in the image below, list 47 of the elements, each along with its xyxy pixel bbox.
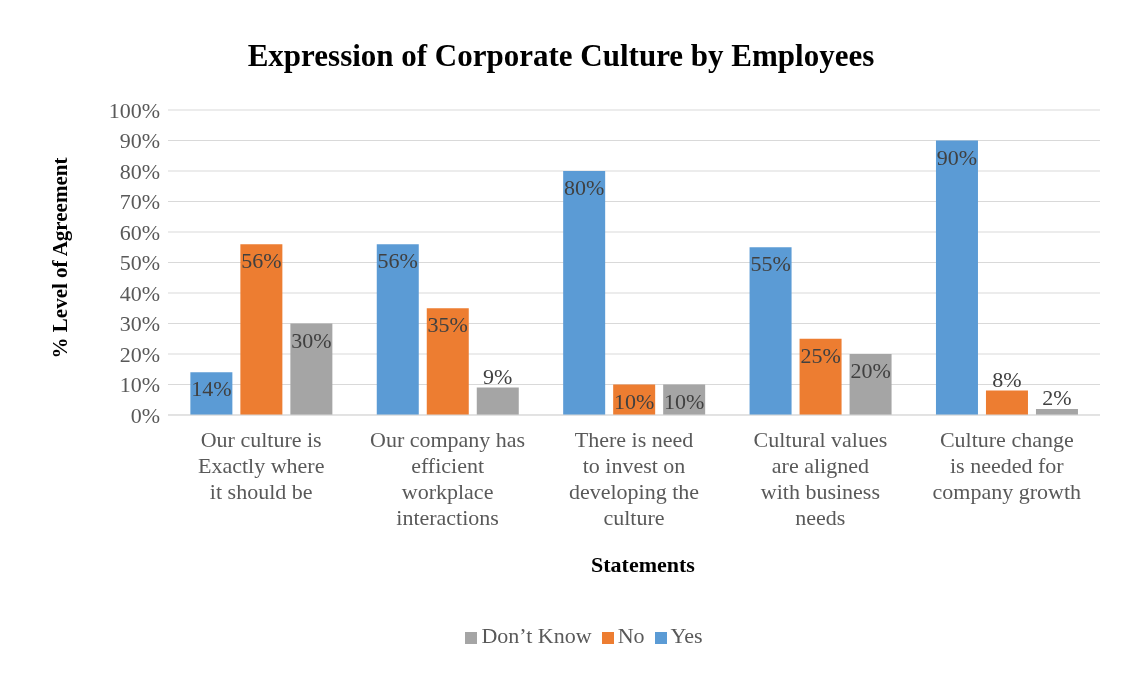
- bar: [476, 387, 519, 415]
- y-tick-label: 30%: [119, 311, 160, 337]
- y-tick-label: 40%: [119, 280, 160, 306]
- text: 20%: [850, 358, 891, 383]
- bar: [290, 323, 333, 415]
- y-tick-label: 100%: [108, 97, 160, 123]
- text: 25%: [800, 342, 841, 368]
- chart-title: Expression of Corporate Culture by Employees: [246, 38, 876, 74]
- bar: [799, 338, 842, 415]
- text: 10%: [614, 388, 655, 414]
- bar: [985, 390, 1028, 415]
- text: 30%: [291, 327, 332, 353]
- y-tick-label: 0%: [130, 402, 160, 428]
- x-tick-label: Our company has efficient workplace interactions: [370, 427, 526, 530]
- bar: [376, 244, 419, 415]
- y-tick-label: 10%: [119, 372, 160, 398]
- x-tick-label: There is need to invest on developing the culture: [568, 427, 700, 530]
- text: 80%: [564, 175, 605, 200]
- text: 14%: [191, 376, 232, 402]
- text: 2%: [1042, 384, 1072, 410]
- text: 56%: [377, 248, 418, 274]
- text: 10%: [664, 388, 705, 414]
- text: 8%: [992, 366, 1022, 392]
- legend-label: Don’t Know: [481, 623, 592, 648]
- x-axis-title: Statements: [590, 552, 696, 578]
- text: 9%: [483, 363, 513, 389]
- bar: [240, 244, 283, 415]
- y-tick-label: 50%: [119, 250, 160, 276]
- y-tick-label: 70%: [119, 189, 160, 215]
- y-axis-title: % Level of Agreement: [47, 157, 73, 359]
- x-tick-label: Culture change is needed for company growth: [932, 427, 1082, 504]
- text: 55%: [750, 251, 791, 277]
- legend-label: Yes: [670, 623, 703, 648]
- text: 56%: [241, 248, 282, 274]
- y-tick-label: 20%: [119, 341, 160, 367]
- bar: [426, 308, 469, 415]
- text: 90%: [936, 144, 978, 170]
- y-tick-label: 80%: [119, 158, 160, 184]
- bar: [749, 247, 792, 415]
- legend-label: No: [617, 623, 645, 648]
- y-tick-label: 90%: [119, 128, 160, 154]
- bar: [563, 171, 606, 415]
- bar: [935, 140, 978, 415]
- y-tick-label: 60%: [119, 219, 160, 245]
- x-tick-label: Our culture is Exactly where it should be: [197, 427, 325, 504]
- text: 35%: [427, 312, 468, 338]
- x-tick-label: Cultural values are aligned with business needs: [753, 427, 888, 530]
